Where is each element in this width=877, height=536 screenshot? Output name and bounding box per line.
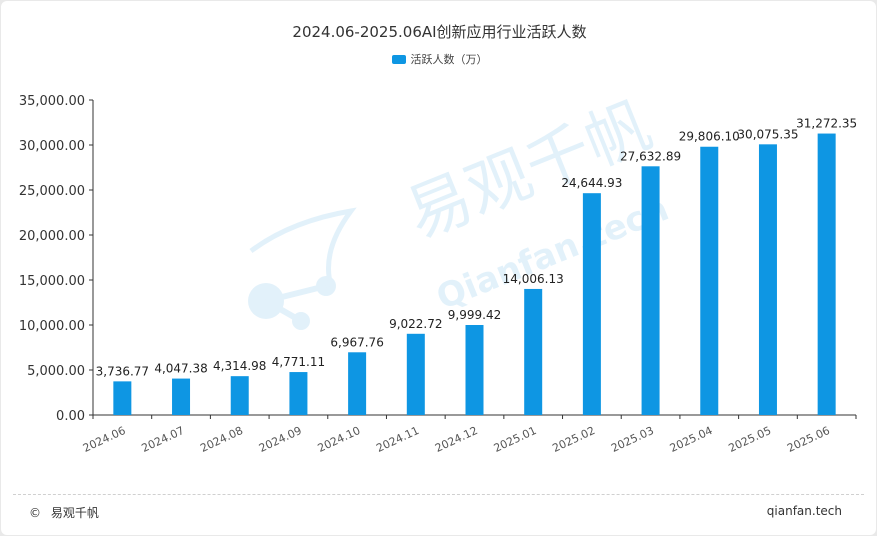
footer-brand: © 易观千帆 xyxy=(29,504,99,521)
bar-value-label: 3,736.77 xyxy=(96,364,149,378)
y-tick-label: 10,000.00 xyxy=(19,319,85,334)
chart-title: 2024.06-2025.06AI创新应用行业活跃人数 xyxy=(292,23,587,41)
x-tick-label: 2024.11 xyxy=(374,424,421,455)
bar-value-label: 29,806.10 xyxy=(679,130,740,144)
y-tick-label: 30,000.00 xyxy=(19,139,85,154)
y-tick-label: 35,000.00 xyxy=(19,94,85,109)
x-tick-label: 2025.06 xyxy=(785,424,832,455)
x-tick-label: 2024.07 xyxy=(140,424,187,455)
bar xyxy=(465,325,484,415)
x-tick-label: 2025.03 xyxy=(609,424,656,455)
footer-divider xyxy=(13,494,864,495)
legend-swatch xyxy=(391,54,406,64)
bar xyxy=(758,144,777,416)
chart-legend[interactable]: 活跃人数（万） xyxy=(1,51,877,67)
x-tick-label: 2025.01 xyxy=(492,424,539,455)
footer-site[interactable]: qianfan.tech xyxy=(766,504,842,518)
x-tick-label: 2024.12 xyxy=(433,424,480,455)
y-tick-label: 15,000.00 xyxy=(19,274,85,289)
bar-value-label: 27,632.89 xyxy=(620,149,681,163)
x-tick-label: 2025.02 xyxy=(550,424,597,455)
bar xyxy=(582,193,601,415)
x-tick-label: 2024.09 xyxy=(257,424,304,455)
bar-value-label: 4,771.11 xyxy=(272,355,325,369)
bar xyxy=(700,146,719,415)
y-tick-label: 20,000.00 xyxy=(19,229,85,244)
bar xyxy=(348,352,367,415)
y-tick-label: 0.00 xyxy=(56,409,85,424)
bar xyxy=(406,333,425,415)
x-tick-label: 2025.05 xyxy=(726,424,773,455)
copyright-icon: © xyxy=(29,506,41,520)
bar xyxy=(641,166,660,415)
x-tick-label: 2024.08 xyxy=(198,424,245,455)
bar-value-label: 9,999.42 xyxy=(448,308,501,322)
bar xyxy=(113,381,132,415)
bar xyxy=(817,133,836,416)
bar-value-label: 4,047.38 xyxy=(154,362,207,376)
bar xyxy=(524,288,543,415)
bar-value-label: 9,022.72 xyxy=(389,317,442,331)
x-tick-label: 2024.10 xyxy=(316,424,363,455)
bar xyxy=(172,378,191,415)
bar-value-label: 6,967.76 xyxy=(330,335,383,349)
y-tick-label: 5,000.00 xyxy=(27,364,85,379)
footer-brand-label: 易观千帆 xyxy=(50,506,99,520)
x-tick-label: 2025.04 xyxy=(668,424,715,455)
y-tick-label: 25,000.00 xyxy=(19,184,85,199)
bar-value-label: 14,006.13 xyxy=(503,272,564,286)
bar-value-label: 24,644.93 xyxy=(561,176,622,190)
legend-label: 活跃人数（万） xyxy=(410,53,488,66)
bar-value-label: 30,075.35 xyxy=(737,127,798,141)
bar-value-label: 31,272.35 xyxy=(796,117,857,131)
bar xyxy=(289,372,308,415)
x-tick-label: 2024.06 xyxy=(81,424,128,455)
bar xyxy=(230,376,249,415)
bar-value-label: 4,314.98 xyxy=(213,359,266,373)
